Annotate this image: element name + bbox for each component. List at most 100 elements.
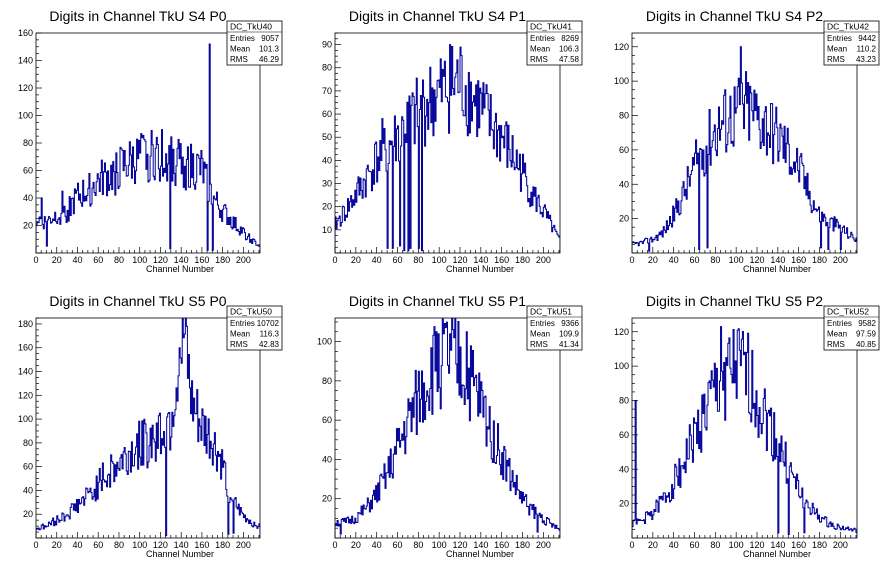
stats-value: 110.2 [857,45,877,54]
chart-panel-5: Digits in Channel TkU S5 P1 0 20 40 60 80 100 1… [317,293,583,559]
stats-label: Entries [530,319,555,328]
y-tick-label: 100 [18,111,33,121]
stats-label: Mean [530,330,550,339]
stats-label: RMS [530,340,548,349]
y-tick-label: 60 [619,430,629,440]
y-tick-label: 80 [322,376,332,386]
y-tick-label: 40 [619,179,629,189]
chart-panel-2: Digits in Channel TkU S4 P1 0 20 40 60 80 100 1… [322,8,583,274]
stats-label: Mean [230,45,250,54]
x-axis-label: Channel Number [146,264,214,274]
x-tick-label: 0 [332,540,337,550]
stats-box-frame [823,305,880,351]
x-tick-label: 100 [432,540,447,550]
histogram-series [632,326,857,538]
x-axis-label: Channel Number [446,549,514,559]
y-tick-label: 80 [23,438,33,448]
x-tick-label: 200 [536,540,551,550]
y-tick-label: 60 [619,145,629,155]
stats-value: 9057 [261,34,279,43]
x-tick-label: 180 [812,255,827,265]
stats-box-name: DC_TkU41 [530,22,572,32]
y-tick-label: 80 [619,396,629,406]
stats-box-name: DC_TkU50 [230,307,272,317]
x-tick-label: 0 [629,540,634,550]
plot-frame [631,317,858,539]
stats-value: 8269 [561,34,579,43]
stats-label: Entries [827,319,852,328]
y-tick-label: 20 [619,499,629,509]
x-tick-label: 40 [72,540,82,550]
chart-title: Digits in Channel TkU S5 P2 [646,293,823,309]
chart-title: Digits in Channel TkU S4 P1 [349,8,526,24]
y-tick-label: 100 [614,76,629,86]
x-tick-label: 100 [132,540,147,550]
x-tick-label: 0 [33,255,38,265]
x-tick-label: 120 [452,540,467,550]
x-tick-label: 140 [174,540,189,550]
chart-title: Digits in Channel TkU S4 P2 [646,8,823,24]
stats-label: RMS [530,55,548,64]
x-tick-label: 0 [33,540,38,550]
x-tick-label: 140 [770,540,785,550]
x-tick-label: 80 [114,540,124,550]
stats-value: 101.3 [259,45,280,54]
plot-frame [631,32,858,254]
y-tick-label: 40 [23,485,33,495]
chart-panel-1: Digits in Channel TkU S4 P0 0 20 40 60 80 100 1… [18,8,283,274]
x-tick-label: 200 [236,540,251,550]
x-tick-label: 200 [236,255,251,265]
y-tick-label: 140 [18,56,33,66]
x-tick-label: 60 [689,255,699,265]
x-tick-label: 160 [494,540,509,550]
stats-label: Entries [530,34,555,43]
stats-box-frame [226,305,283,351]
x-tick-label: 140 [174,255,189,265]
stats-label: RMS [827,55,845,64]
stats-box-frame [526,305,583,351]
x-tick-label: 40 [669,540,679,550]
x-tick-label: 120 [153,255,168,265]
stats-value: 10702 [257,319,280,328]
stats-box-name: DC_TkU40 [230,22,272,32]
x-tick-label: 100 [729,255,744,265]
stats-label: Entries [827,34,852,43]
x-tick-label: 80 [413,255,423,265]
stats-value: 42.83 [259,340,280,349]
stats-label: Mean [827,330,847,339]
stats-value: 40.85 [856,340,877,349]
y-tick-label: 120 [18,390,33,400]
histogram-series [335,44,560,253]
stats-box: DC_TkU42 Entries 9442 Mean 110.2 RMS 43.23 [823,20,880,66]
x-tick-label: 180 [812,540,827,550]
x-tick-label: 140 [770,255,785,265]
x-tick-label: 60 [93,540,103,550]
x-tick-label: 100 [432,255,447,265]
x-tick-label: 160 [194,540,209,550]
chart-title: Digits in Channel TkU S5 P0 [49,293,226,309]
x-tick-label: 40 [669,255,679,265]
y-tick-label: 40 [322,155,332,165]
stats-value: 97.59 [856,330,877,339]
histogram-series [36,318,260,538]
stats-value: 106.3 [559,45,580,54]
y-tick-label: 140 [18,367,33,377]
x-tick-label: 200 [833,540,848,550]
y-tick-label: 20 [23,509,33,519]
y-tick-label: 60 [322,415,332,425]
stats-label: Mean [827,45,847,54]
x-tick-label: 120 [749,255,764,265]
x-axis-label: Channel Number [743,549,811,559]
histogram-series [36,43,260,253]
x-axis-label: Channel Number [446,264,514,274]
stats-label: RMS [230,55,248,64]
x-tick-label: 160 [494,255,509,265]
stats-label: Mean [230,330,250,339]
stats-value: 116.3 [260,330,280,339]
stats-value: 43.23 [856,55,877,64]
y-tick-label: 30 [322,179,332,189]
x-tick-label: 0 [332,255,337,265]
stats-box: DC_TkU52 Entries 9582 Mean 97.59 RMS 40.85 [823,305,880,351]
x-tick-label: 20 [351,540,361,550]
